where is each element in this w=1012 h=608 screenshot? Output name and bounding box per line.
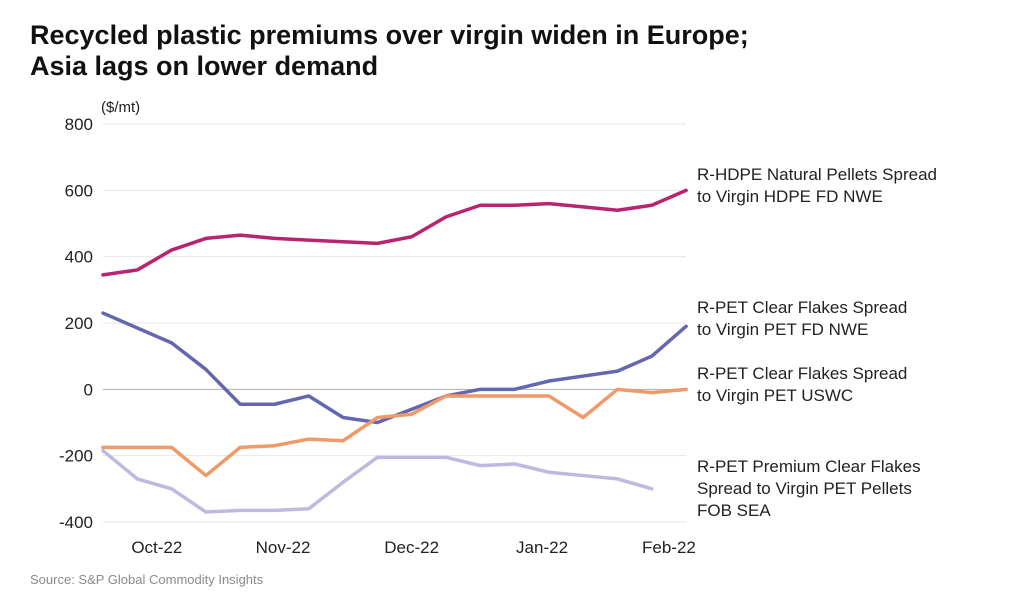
- series-label: FOB SEA: [697, 501, 771, 520]
- series-line: [101, 387, 688, 478]
- x-tick-label: Nov-22: [256, 538, 311, 557]
- x-tick-label: Feb-22: [642, 538, 696, 557]
- y-tick-label: 0: [84, 380, 93, 399]
- series-label: Spread to Virgin PET Pellets: [697, 479, 912, 498]
- y-unit-label: ($/mt): [101, 99, 140, 116]
- series-label: R-HDPE Natural Pellets Spread: [697, 165, 937, 184]
- series-line: [101, 188, 688, 277]
- x-tick-label: Jan-22: [516, 538, 568, 557]
- chart-title: Recycled plastic premiums over virgin wi…: [30, 20, 749, 82]
- series-label: to Virgin PET FD NWE: [697, 320, 868, 339]
- series-label: R-PET Premium Clear Flakes: [697, 457, 921, 476]
- series-label: to Virgin HDPE FD NWE: [697, 187, 883, 206]
- title-line-2: Asia lags on lower demand: [30, 51, 379, 81]
- source-note: Source: S&P Global Commodity Insights: [30, 572, 264, 587]
- y-tick-label: 400: [65, 248, 93, 267]
- x-tick-label: Dec-22: [384, 538, 439, 557]
- series-label: R-PET Clear Flakes Spread: [697, 364, 907, 383]
- y-tick-label: -200: [59, 447, 93, 466]
- series-line: [101, 448, 654, 514]
- series-label: R-PET Clear Flakes Spread: [697, 298, 907, 317]
- y-tick-label: 600: [65, 181, 93, 200]
- series-label: to Virgin PET USWC: [697, 386, 853, 405]
- title-line-1: Recycled plastic premiums over virgin wi…: [30, 20, 749, 50]
- y-tick-label: 800: [65, 115, 93, 134]
- y-tick-label: -400: [59, 513, 93, 532]
- y-tick-label: 200: [65, 314, 93, 333]
- x-tick-label: Oct-22: [131, 538, 182, 557]
